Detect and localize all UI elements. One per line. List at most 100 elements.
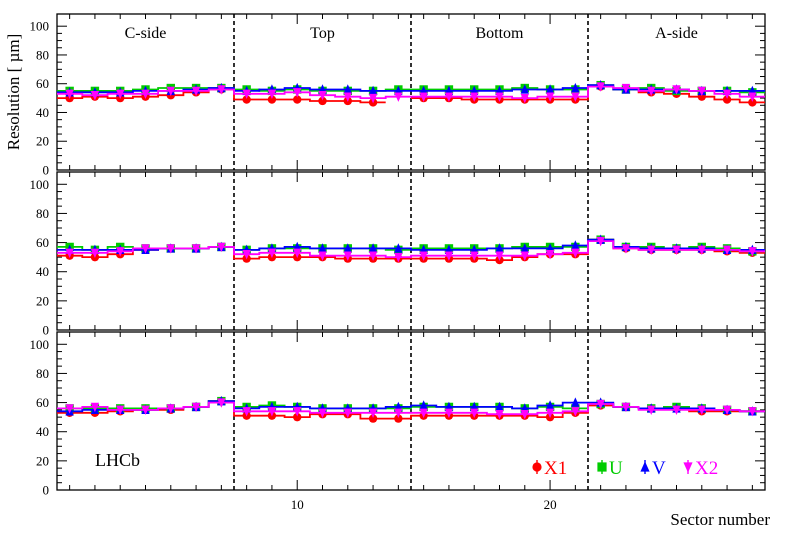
data-point [748,247,757,257]
y-tick-label: 80 [36,47,49,62]
panel-2: 0 20 40 60 80 100 [30,171,766,338]
data-point [495,410,504,420]
legend-marker [683,462,693,473]
data-point [368,251,378,261]
data-point [444,92,454,102]
data-point [90,402,100,413]
data-point [368,93,378,104]
data-point [571,82,580,93]
data-point [191,86,201,97]
data-point [545,400,555,410]
series-line [57,240,765,258]
data-point [394,92,403,102]
data-point [596,399,605,410]
data-point [495,92,504,102]
data-point [697,245,706,256]
data-point [621,83,631,94]
data-point [368,85,378,96]
data-point [267,89,277,99]
data-point [343,243,352,253]
data-point [419,92,428,102]
data-point [242,407,251,417]
data-point [571,92,580,102]
data-point [242,89,251,99]
data-point [394,414,403,423]
series-x2 [57,236,765,263]
data-point [293,412,302,422]
legend-marker [640,461,650,472]
region-label: Top [310,25,335,42]
data-point [520,243,529,253]
data-point [748,92,757,102]
data-point [293,88,302,98]
data-point [722,89,732,99]
panel-1: 0 20 40 60 80 100 C-side Top Bottom A-side [30,13,766,178]
data-point [545,250,555,260]
data-point [166,404,175,414]
data-point [722,405,732,416]
data-point [470,251,479,261]
y-tick-label: 60 [36,76,49,91]
data-point [166,244,175,254]
legend-label: X1 [544,458,567,479]
data-point [571,407,580,417]
data-point [318,96,327,106]
data-point [368,408,378,418]
data-point [394,408,403,418]
legend-item-u: U [597,458,623,479]
y-tick-label: 100 [30,337,50,352]
data-point [141,244,150,254]
y-tick-label: 60 [36,395,49,410]
data-point [647,86,656,97]
data-point [90,248,100,258]
data-point [621,402,631,413]
data-point [722,95,732,104]
y-tick-label: 0 [43,323,50,338]
x-axis-title: Sector number [670,510,770,529]
data-point [571,397,580,407]
data-point [545,84,555,94]
panel-3: 0 20 40 60 80 100 10 20 LHCb [30,331,766,512]
data-point [520,410,529,420]
data-point [65,248,74,258]
data-point [65,89,74,99]
data-point [166,86,175,97]
data-point [470,408,479,418]
y-tick-label: 20 [36,293,49,308]
data-point [116,405,125,416]
data-point [647,245,656,256]
series-x2 [57,398,765,420]
data-point [116,247,125,257]
x-tick-label: 20 [544,497,557,512]
y-tick-label: 0 [43,163,50,178]
data-point [394,243,403,253]
data-point [318,251,327,261]
data-point [343,408,352,418]
y-tick-label: 20 [36,453,49,468]
data-point [596,236,605,247]
legend-item-x1: X1 [532,458,567,479]
data-point [672,245,681,256]
region-label: C-side [125,25,167,42]
data-point [545,92,555,102]
data-point [318,91,327,101]
data-point [394,252,403,263]
y-tick-label: 60 [36,235,49,250]
data-point [242,95,251,104]
y-tick-label: 40 [36,424,49,439]
data-point [343,92,352,102]
data-point [520,251,529,261]
data-point [217,398,226,408]
data-point [520,84,529,94]
data-point [318,408,327,418]
y-tick-label: 100 [30,177,50,192]
data-point [141,405,150,416]
data-point [697,405,706,416]
data-point [722,245,732,256]
data-point [672,405,681,416]
series-x2 [57,82,765,104]
legend-label: U [609,458,623,479]
data-point [419,408,428,418]
